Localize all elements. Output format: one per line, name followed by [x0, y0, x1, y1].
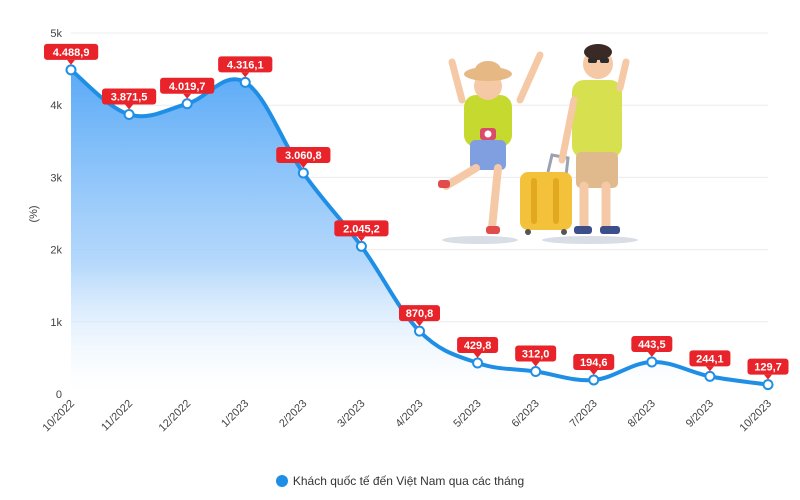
- data-point: [65, 64, 77, 76]
- data-label-text: 3.871,5: [111, 91, 148, 103]
- data-label: 194,6: [573, 353, 615, 375]
- data-label: 870,8: [399, 305, 440, 327]
- data-label-text: 4.316,1: [227, 59, 264, 71]
- y-tick-label: 1k: [50, 317, 62, 329]
- data-label-bg: [631, 335, 673, 352]
- data-point: [530, 365, 542, 377]
- legend-label: Khách quốc tế đến Việt Nam qua các tháng: [292, 474, 525, 488]
- data-label-text: 2.045,2: [343, 223, 380, 235]
- data-label-bg: [515, 345, 557, 362]
- y-tick-label: 2k: [50, 245, 62, 257]
- data-label-text: 129,7: [754, 362, 782, 374]
- x-tick-label: 3/2023: [335, 398, 367, 430]
- data-label-text: 429,8: [464, 340, 492, 352]
- area-shape: [71, 69, 768, 394]
- y-tick-label: 3k: [50, 172, 62, 184]
- x-tick-label: 4/2023: [393, 398, 425, 430]
- data-point: [355, 240, 367, 252]
- data-label-bg: [276, 147, 331, 164]
- data-label-pointer: [357, 236, 366, 242]
- data-point: [123, 108, 135, 120]
- data-label: 4.488,9: [44, 43, 99, 65]
- data-label-text: 4.488,9: [53, 47, 90, 59]
- data-label-text: 194,6: [580, 357, 608, 369]
- data-label-pointer: [705, 366, 714, 372]
- data-label-bg: [747, 358, 789, 375]
- data-label: 443,5: [631, 335, 673, 357]
- data-point: [472, 357, 484, 369]
- data-label: 3.060,8: [276, 147, 331, 169]
- data-label-text: 870,8: [406, 308, 434, 320]
- data-label-pointer: [241, 72, 250, 78]
- data-point: [414, 325, 425, 337]
- x-tick-label: 1/2023: [219, 398, 251, 430]
- x-axis: 10/2022 11/2022 12/2022 1/2023 2/2023 3/2023 4…: [41, 398, 775, 435]
- data-label: 2.045,2: [334, 220, 389, 242]
- data-label-bg: [573, 353, 615, 370]
- data-point: [181, 98, 193, 110]
- data-label: 429,8: [457, 336, 499, 358]
- data-label-text: 4.019,7: [169, 81, 206, 93]
- travelers-illustration: [438, 44, 638, 244]
- data-label-pointer: [125, 104, 134, 110]
- data-point: [297, 167, 309, 179]
- data-point: [239, 76, 251, 88]
- data-label-pointer: [589, 369, 598, 375]
- data-point: [704, 370, 716, 382]
- legend-marker-icon: [275, 475, 288, 487]
- data-label: 129,7: [747, 358, 789, 380]
- data-label: 4.316,1: [218, 56, 273, 78]
- data-label: 312,0: [515, 345, 557, 367]
- data-label: 4.019,7: [160, 77, 215, 99]
- y-tick-label: 5k: [50, 28, 62, 40]
- data-label-bg: [101, 88, 157, 105]
- x-tick-label: 2/2023: [277, 398, 309, 430]
- data-label-bg: [218, 56, 273, 73]
- data-labels: 4.488,9 3.871,5 4.019,7 4.316,1 3.060,8 2.045…: [44, 43, 789, 380]
- y-axis: 0 1k 2k 3k 4k 5k: [50, 28, 62, 401]
- data-label-text: 312,0: [522, 348, 550, 360]
- data-label-text: 443,5: [638, 339, 666, 351]
- data-label-pointer: [299, 163, 308, 169]
- data-label-bg: [160, 77, 215, 94]
- area-fill: [71, 69, 768, 394]
- x-tick-label: 5/2023: [451, 398, 483, 430]
- x-tick-label: 7/2023: [568, 398, 600, 430]
- data-points: [65, 64, 774, 391]
- data-label-pointer: [473, 352, 482, 358]
- data-point: [646, 356, 658, 368]
- woman-traveler: [438, 51, 544, 234]
- data-label-pointer: [183, 93, 192, 99]
- data-label-bg: [44, 43, 99, 60]
- data-point: [762, 379, 774, 391]
- data-label-bg: [399, 305, 440, 322]
- data-label-text: 244,1: [696, 353, 724, 365]
- data-label: 3.871,5: [101, 88, 157, 110]
- man-traveler: [558, 44, 630, 234]
- legend[interactable]: Khách quốc tế đến Việt Nam qua các tháng: [0, 474, 800, 488]
- x-tick-label: 11/2022: [99, 398, 135, 434]
- data-label: 244,1: [689, 350, 731, 372]
- data-label-text: 3.060,8: [285, 150, 322, 162]
- x-tick-label: 12/2022: [157, 398, 194, 435]
- data-label-pointer: [764, 374, 772, 380]
- x-tick-label: 6/2023: [510, 398, 542, 430]
- x-tick-label: 10/2022: [41, 398, 78, 435]
- data-label-pointer: [67, 59, 75, 65]
- y-axis-label: (%): [28, 205, 40, 222]
- y-tick-label: 0: [56, 389, 62, 401]
- suitcase: [520, 153, 572, 235]
- data-point: [588, 374, 600, 386]
- data-label-pointer: [415, 321, 424, 327]
- y-tick-label: 4k: [50, 100, 62, 112]
- data-label-bg: [689, 350, 731, 367]
- data-label-pointer: [531, 361, 540, 367]
- x-tick-label: 8/2023: [626, 398, 658, 430]
- data-label-bg: [334, 220, 389, 237]
- x-tick-label: 10/2023: [738, 398, 775, 435]
- x-tick-label: 9/2023: [684, 398, 716, 430]
- data-label-bg: [457, 336, 499, 353]
- data-label-pointer: [647, 351, 656, 357]
